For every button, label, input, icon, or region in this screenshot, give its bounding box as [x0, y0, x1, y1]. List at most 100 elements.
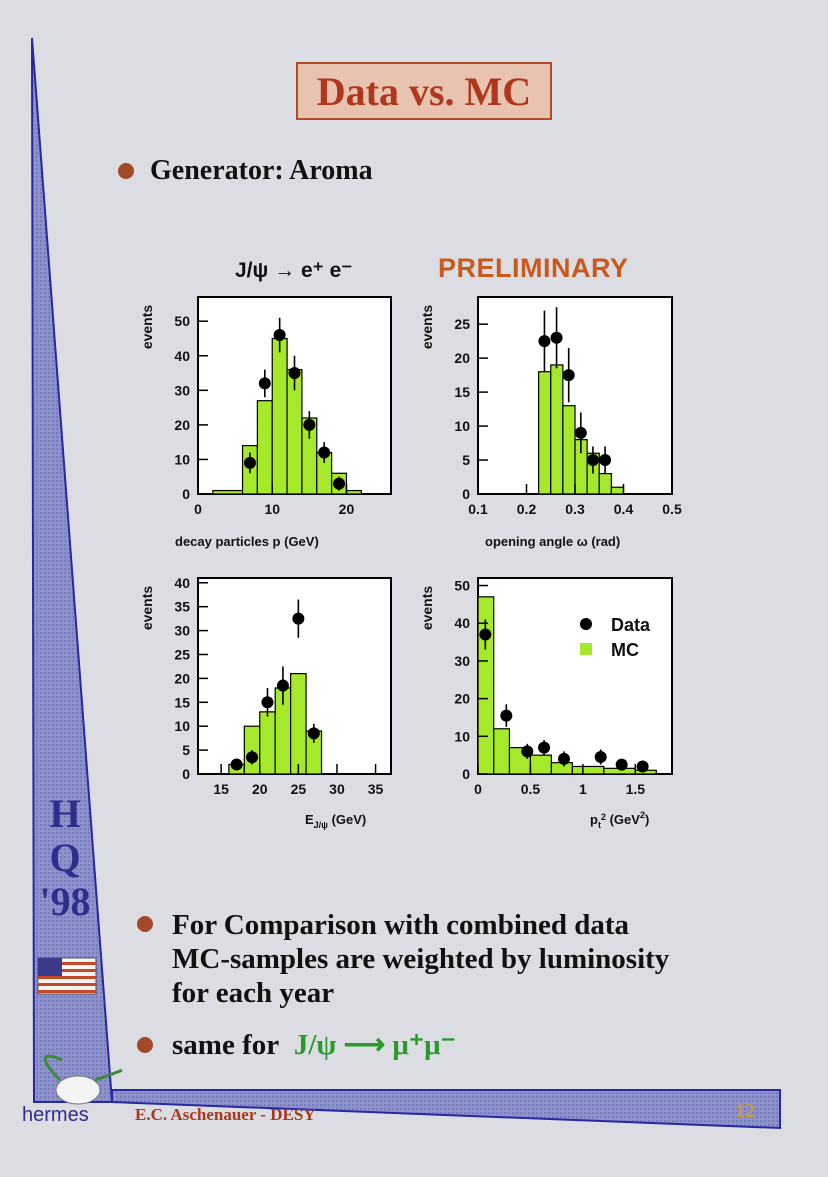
x-axis-label: pt2 (GeV2)	[590, 810, 649, 830]
mc-bin	[598, 473, 612, 495]
y-tick-label: 35	[174, 599, 190, 615]
y-tick-label: 15	[454, 384, 470, 400]
mc-bin	[538, 371, 552, 495]
x-tick-label: 35	[368, 781, 384, 797]
data-point	[307, 727, 320, 740]
data-point	[562, 369, 575, 382]
data-point	[258, 377, 271, 390]
bullet-muon-text: same for	[172, 1029, 279, 1061]
y-tick-label: 10	[454, 418, 470, 434]
data-point	[586, 454, 599, 467]
y-tick-label: 40	[174, 575, 190, 591]
data-point	[574, 426, 587, 439]
x-tick-label: 1.5	[626, 781, 646, 797]
y-tick-label: 40	[174, 348, 190, 364]
data-point	[273, 329, 286, 342]
y-tick-label: 20	[174, 417, 190, 433]
y-tick-label: 10	[174, 718, 190, 734]
histogram-panel-2: 0.1 0.2 0.3 0.4 0.5 0 5 10 15 20 25 events opening a…	[419, 296, 682, 549]
y-tick-label: 0	[182, 486, 190, 502]
data-point	[288, 367, 301, 380]
x-tick-label: 0.5	[521, 781, 541, 797]
conference-letter-h: H	[49, 791, 81, 836]
x-tick-label: 0.5	[662, 501, 682, 517]
x-tick-label: 1	[579, 781, 587, 797]
x-tick-label: 0	[474, 781, 482, 797]
data-point	[246, 751, 259, 764]
y-tick-label: 20	[454, 350, 470, 366]
conference-label: H Q '98	[30, 792, 100, 924]
data-point	[521, 745, 534, 758]
x-tick-label: 0.2	[517, 501, 537, 517]
y-tick-label: 15	[174, 694, 190, 710]
mc-bin	[290, 673, 307, 775]
legend-data-marker	[580, 618, 592, 630]
x-tick-label: 0.4	[614, 501, 634, 517]
x-tick-label: 0.1	[468, 501, 488, 517]
legend-mc-marker	[580, 643, 592, 655]
y-axis-label: events	[419, 586, 435, 631]
x-tick-label: 10	[264, 501, 280, 517]
mc-bin	[259, 711, 276, 775]
data-point	[599, 454, 612, 467]
footer-author: E.C. Aschenauer - DESY	[135, 1105, 316, 1124]
conference-letter-q: Q	[49, 835, 81, 880]
x-tick-label: 30	[329, 781, 345, 797]
hermes-logo-icon	[43, 1054, 123, 1105]
plot-frame	[477, 577, 673, 775]
histogram-panel-1: 0 10 20 0 10 20 30 40 50 events decay particles p …	[139, 296, 392, 549]
y-axis-label: events	[139, 305, 155, 350]
bullet-muon: same for J/ψ ⟶ μ⁺μ⁻	[172, 1028, 456, 1062]
data-point	[333, 477, 346, 490]
bullet-comparison-line: for each year	[172, 977, 335, 1009]
y-tick-label: 50	[454, 578, 470, 594]
y-tick-label: 25	[174, 646, 190, 662]
mc-bin	[345, 489, 362, 495]
bullet-comparison-line: For Comparison with combined data	[172, 909, 630, 941]
mc-bin	[256, 400, 273, 495]
data-point	[230, 758, 243, 771]
mc-bin	[610, 486, 625, 495]
bullet-comparison-line: MC-samples are weighted by luminosity	[172, 943, 670, 975]
x-tick-label: 0.3	[565, 501, 585, 517]
y-tick-label: 40	[454, 615, 470, 631]
y-tick-label: 10	[454, 728, 470, 744]
x-tick-label: 0	[194, 501, 202, 517]
slide-title: Data vs. MC	[316, 68, 532, 114]
legend-data-label: Data	[611, 615, 651, 635]
y-tick-label: 20	[174, 670, 190, 686]
x-axis-label: EJ/ψ (GeV)	[305, 812, 366, 830]
data-point	[243, 456, 256, 469]
y-axis-label: events	[139, 586, 155, 631]
preliminary-label: PRELIMINARY	[438, 253, 629, 283]
y-tick-label: 0	[182, 766, 190, 782]
x-axis-label: decay particles p (GeV)	[175, 534, 319, 549]
mc-bin	[550, 364, 564, 495]
y-tick-label: 0	[462, 766, 470, 782]
data-point	[479, 628, 492, 641]
bullet-generator: Generator: Aroma	[150, 155, 373, 186]
y-tick-label: 5	[462, 452, 470, 468]
x-tick-label: 25	[291, 781, 307, 797]
mc-bin	[562, 405, 576, 495]
data-point	[261, 696, 274, 709]
decay-label: J/ψ → e⁺ e⁻	[235, 259, 353, 282]
data-point	[292, 612, 305, 625]
data-point	[303, 418, 316, 431]
data-point	[500, 709, 513, 722]
x-tick-label: 20	[252, 781, 268, 797]
x-tick-label: 20	[339, 501, 355, 517]
data-point	[615, 758, 628, 771]
logo-text: hermes	[22, 1104, 89, 1126]
y-tick-label: 5	[182, 742, 190, 758]
y-tick-label: 20	[454, 691, 470, 707]
histogram-panel-4: 0 0.5 1 1.5 0 10 20 30 40 50 events pt2 (GeV2)	[419, 577, 673, 830]
mc-bin	[212, 489, 244, 495]
data-point	[276, 679, 289, 692]
mc-bin	[271, 337, 288, 495]
page-number: 12	[735, 1100, 755, 1122]
data-point	[538, 335, 551, 348]
bullet-dot	[118, 163, 134, 179]
